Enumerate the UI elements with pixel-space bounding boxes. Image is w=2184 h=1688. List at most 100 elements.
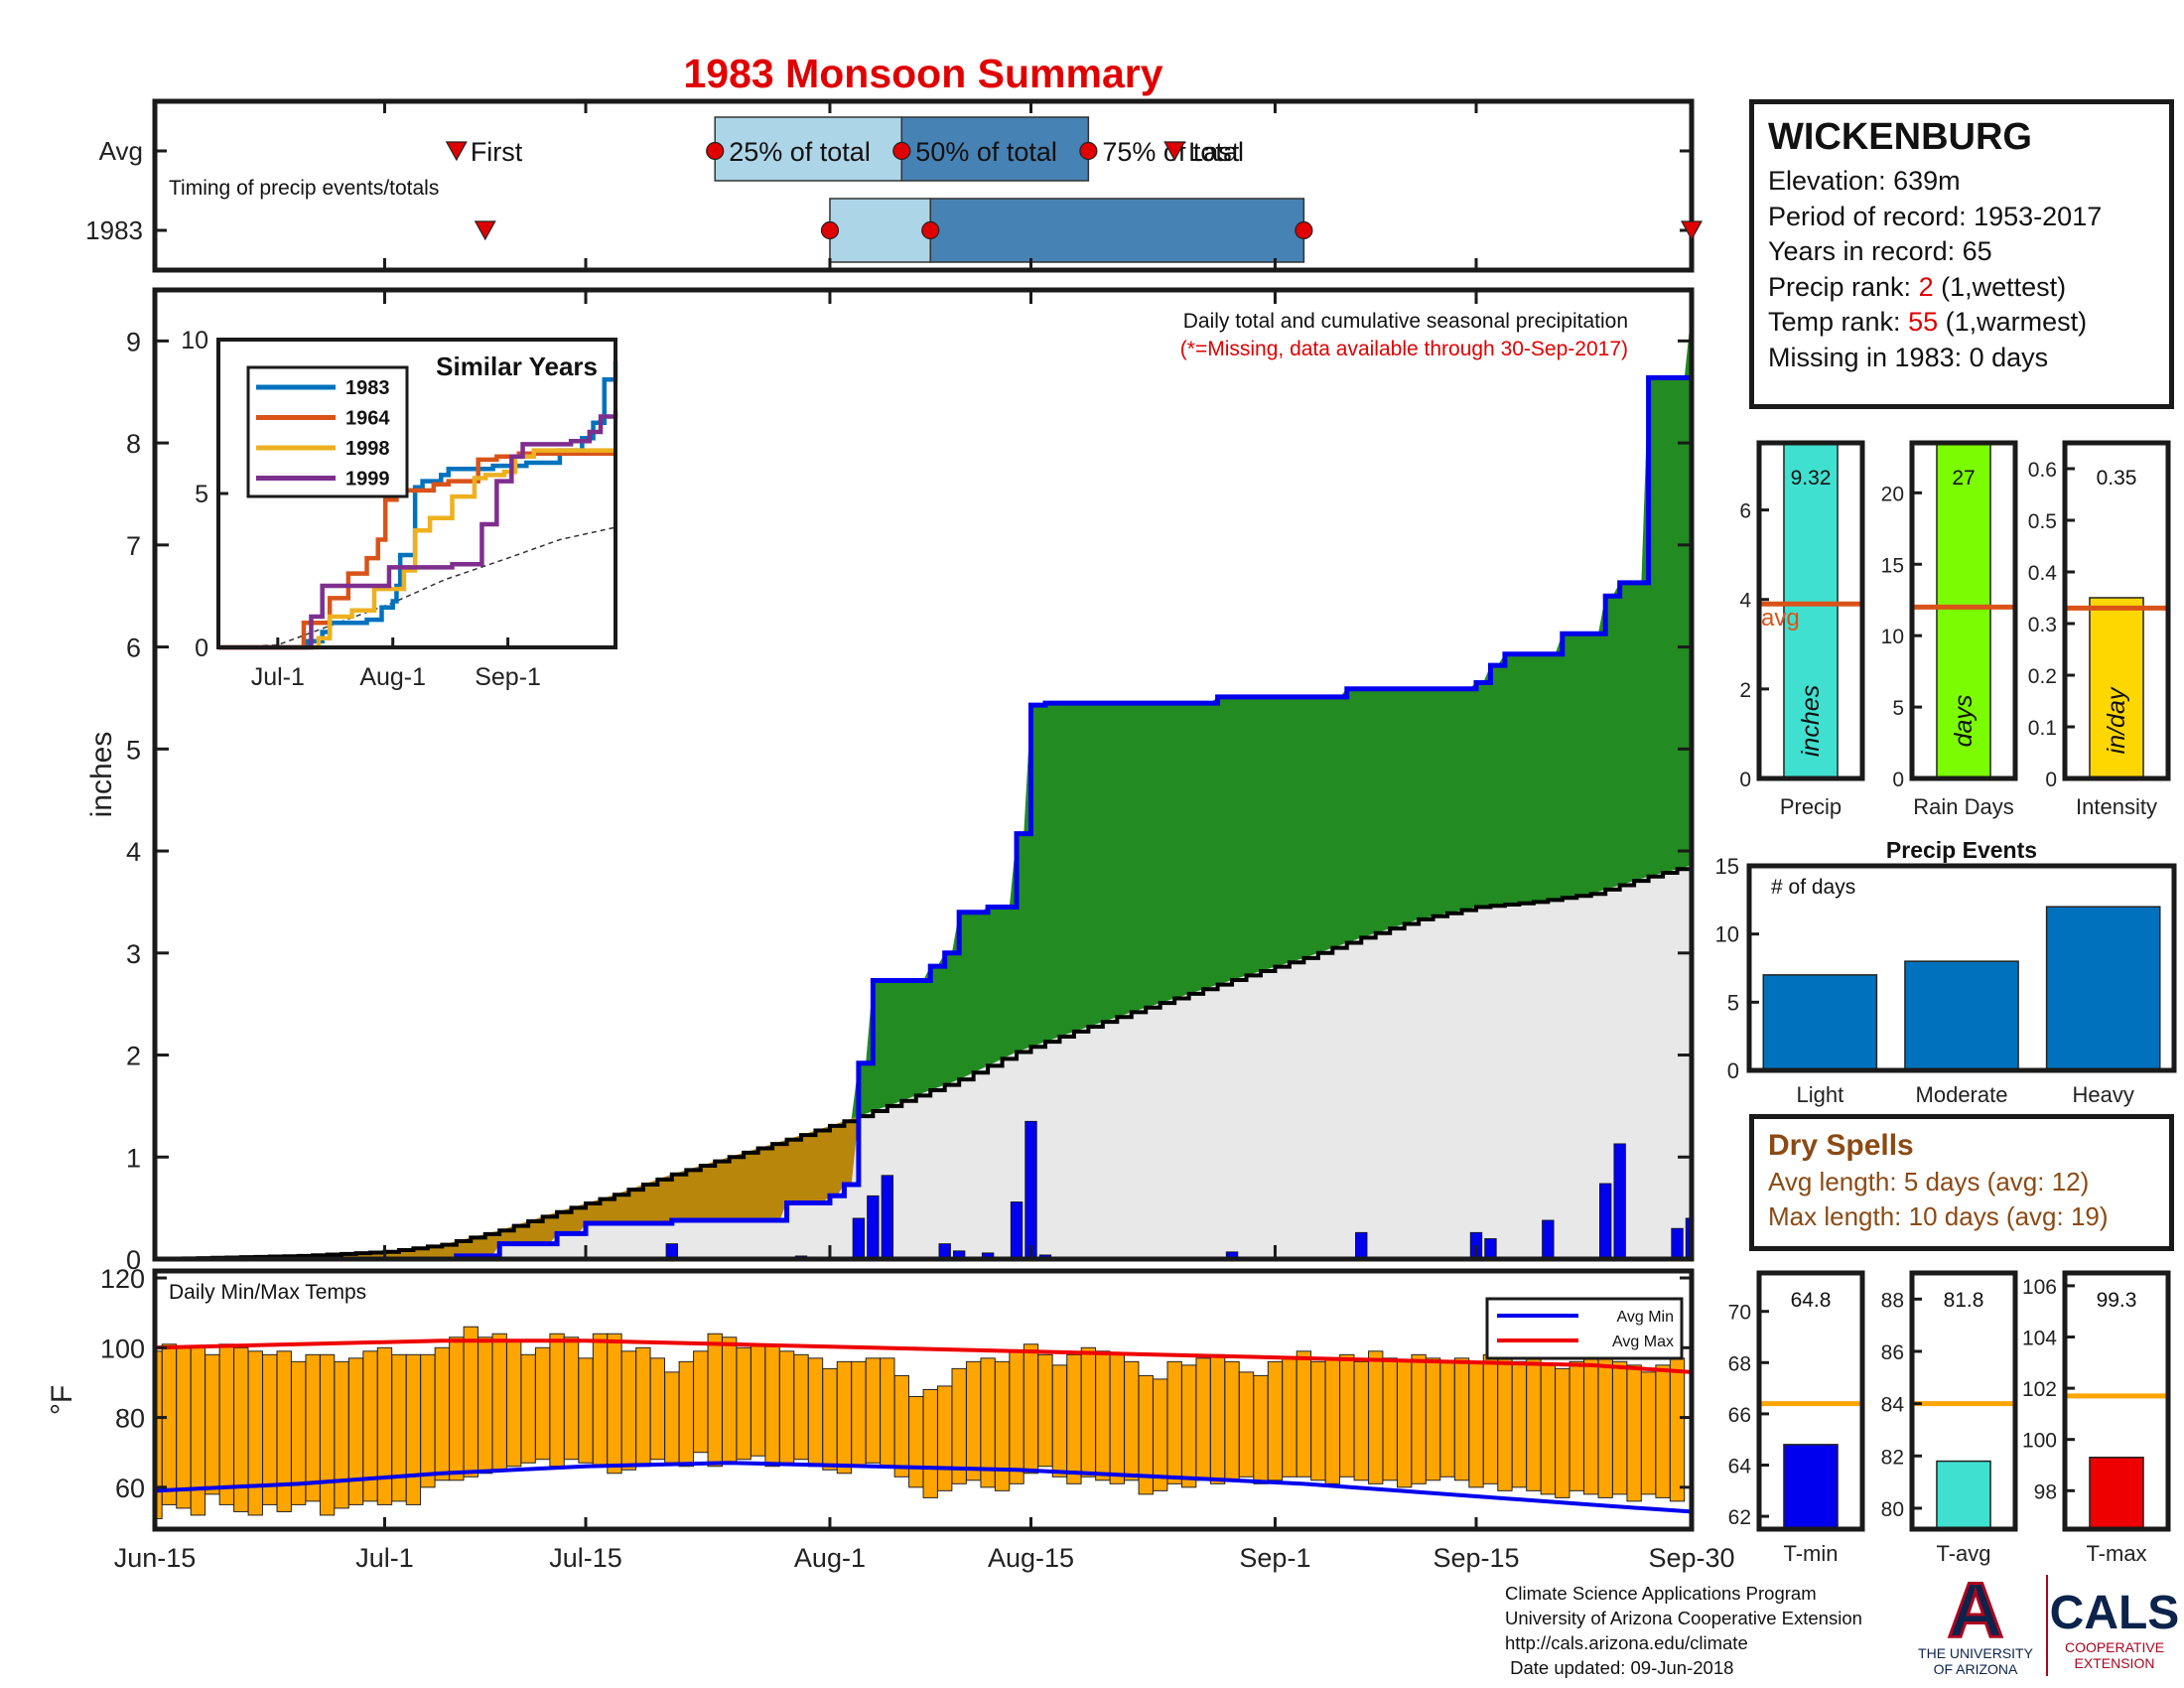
bar-y-tick-label: 20 (1881, 483, 1904, 505)
inset-y-tick-label: 5 (195, 481, 208, 508)
daily-temp-bar (421, 1354, 435, 1487)
daily-temp-bar (507, 1340, 521, 1466)
daily-temp-bar (1010, 1351, 1024, 1484)
daily-temp-bar (1340, 1354, 1354, 1477)
ua-logo-line2: OF ARIZONA (1934, 1661, 2018, 1677)
x-tick-label: Jul-15 (549, 1543, 622, 1573)
bar-category-label: Rain Days (1913, 794, 2013, 819)
avg-p25-marker (707, 143, 724, 160)
daily-temp-bar (306, 1354, 320, 1501)
bar-y-tick-label: 10 (1881, 626, 1904, 648)
y-axis-label: inches (85, 732, 118, 818)
bar-y-tick-label: 106 (2022, 1276, 2057, 1299)
daily-temp-bar (450, 1337, 464, 1480)
daily-temp-bar (694, 1351, 708, 1453)
daily-temp-bar (1670, 1358, 1684, 1501)
inset-legend-label: 1999 (345, 469, 390, 491)
temp-legend-label: Avg Max (1612, 1334, 1674, 1350)
bar-y-tick-label: 70 (1728, 1302, 1751, 1325)
x-tick-label: Aug-1 (794, 1543, 866, 1573)
bar-value-label: 99.3 (2097, 1289, 2137, 1312)
daily-temp-bar (1454, 1358, 1468, 1480)
daily-temp-bar (1311, 1361, 1325, 1479)
bar-y-tick-label: 0.1 (2028, 717, 2057, 740)
daily-temp-bar (1024, 1344, 1037, 1474)
daily-temp-bar (1325, 1358, 1339, 1483)
seasonal-bars-panel: 02469.32Precipinchesavg0510152027Rain Da… (1739, 443, 2168, 819)
daily-temp-bar (478, 1337, 492, 1474)
daily-temp-bar (1656, 1365, 1670, 1498)
daily-temp-bar (1612, 1361, 1626, 1494)
daily-precip-bar (868, 1196, 880, 1259)
daily-precip-bar (1672, 1228, 1684, 1259)
credit-link[interactable]: http://cals.arizona.edu/climate (1505, 1630, 1862, 1655)
daily-temp-bar (492, 1334, 506, 1470)
daily-temp-bar (1096, 1351, 1110, 1480)
precip-rank-prefix: Precip rank: (1768, 272, 1919, 302)
avg-p50-label: 50% of total (915, 137, 1057, 167)
dry-spells-box: Dry Spells Avg length: 5 days (avg: 12) … (1749, 1114, 2174, 1251)
temp-legend-label: Avg Min (1616, 1309, 1674, 1326)
university-of-arizona-logo: A THE UNIVERSITY OF ARIZONA (1918, 1571, 2034, 1677)
daily-temp-bar (1125, 1361, 1139, 1479)
event-category-label: Light (1796, 1082, 1843, 1107)
daily-precip-bar (1355, 1232, 1367, 1259)
bar-y-tick-label: 4 (1739, 590, 1751, 613)
year-box-p25-p50 (830, 199, 930, 262)
bar-y-tick-label: 0.4 (2028, 562, 2058, 585)
events-title: Precip Events (1886, 837, 2037, 863)
bar-category-label: Intensity (2076, 794, 2157, 819)
daily-temp-bar (550, 1334, 564, 1467)
y-tick-label: 1 (126, 1143, 141, 1173)
daily-temp-bar (751, 1344, 764, 1456)
daily-temp-bar (852, 1361, 866, 1466)
event-bar-heavy (2047, 907, 2160, 1070)
daily-temp-bar (1038, 1354, 1052, 1466)
timing-row-label-avg: Avg (99, 136, 143, 166)
bar-value-label: 64.8 (1791, 1289, 1832, 1312)
precip-events-panel: Light Moderate Heavy051015Precip Events# o… (1715, 837, 2174, 1107)
daily-temp-bar (1527, 1358, 1541, 1491)
event-category-label: Moderate (1916, 1082, 2008, 1107)
bar-category-label: T-max (2086, 1541, 2146, 1566)
bar-y-tick-label: 68 (1728, 1352, 1751, 1375)
timing-subtitle: Timing of precip events/totals (169, 177, 439, 200)
bar-category-label: T-avg (1936, 1541, 1990, 1566)
y-tick-label: 9 (126, 327, 141, 356)
daily-temp-bar (320, 1354, 334, 1515)
bar-t-min (1784, 1445, 1838, 1529)
daily-temp-bar (636, 1347, 650, 1466)
daily-temp-bar (1627, 1365, 1641, 1501)
daily-temp-bar (779, 1351, 793, 1463)
daily-temp-bar (938, 1386, 952, 1490)
bar-y-tick-label: 0.6 (2028, 459, 2057, 482)
daily-temp-bar (966, 1361, 980, 1479)
year-p25-marker (821, 222, 838, 239)
events-y-tick-label: 5 (1727, 990, 1739, 1015)
bar-category-label: Precip (1780, 794, 1842, 819)
temp-y-tick-label: 80 (115, 1404, 145, 1434)
y-tick-label: 6 (126, 633, 141, 663)
daily-temp-bar (1541, 1365, 1555, 1494)
bar-y-tick-label: 102 (2022, 1378, 2057, 1401)
x-tick-label: Sep-1 (1239, 1543, 1310, 1573)
daily-temp-bar (377, 1347, 391, 1504)
inset-legend-label: 1983 (345, 377, 390, 399)
inset-y-tick-label: 0 (195, 634, 208, 662)
year-p50-marker (922, 222, 939, 239)
bar-value-label: 81.8 (1944, 1289, 1984, 1312)
year-first-marker (476, 221, 495, 239)
logos: A THE UNIVERSITY OF ARIZONA CALS COOPERA… (1916, 1571, 2178, 1680)
daily-temp-bar (665, 1372, 679, 1463)
x-tick-label: Jul-1 (355, 1543, 414, 1573)
dry-spells-avg-length: Avg length: 5 days (avg: 12) (1768, 1165, 2155, 1199)
daily-temp-bar (464, 1327, 478, 1477)
daily-temp-bar (1354, 1361, 1368, 1479)
bar-y-tick-label: 84 (1881, 1394, 1905, 1417)
temp-y-tick-label: 60 (115, 1474, 145, 1503)
daily-temp-bar (909, 1396, 923, 1486)
daily-temp-bar (894, 1375, 908, 1477)
daily-temp-bar (621, 1351, 635, 1470)
daily-temp-bar (263, 1354, 277, 1504)
daily-temp-bar (1584, 1354, 1598, 1494)
